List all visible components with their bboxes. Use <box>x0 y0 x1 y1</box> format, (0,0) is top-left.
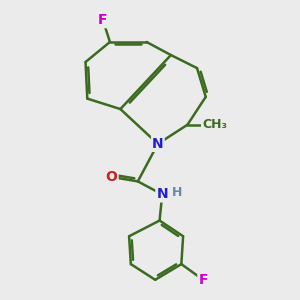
Text: F: F <box>198 273 208 287</box>
Text: F: F <box>98 13 108 27</box>
Text: H: H <box>172 186 182 199</box>
Text: O: O <box>106 170 118 184</box>
Text: CH₃: CH₃ <box>202 118 227 131</box>
Text: N: N <box>152 137 164 151</box>
Text: N: N <box>156 188 168 201</box>
